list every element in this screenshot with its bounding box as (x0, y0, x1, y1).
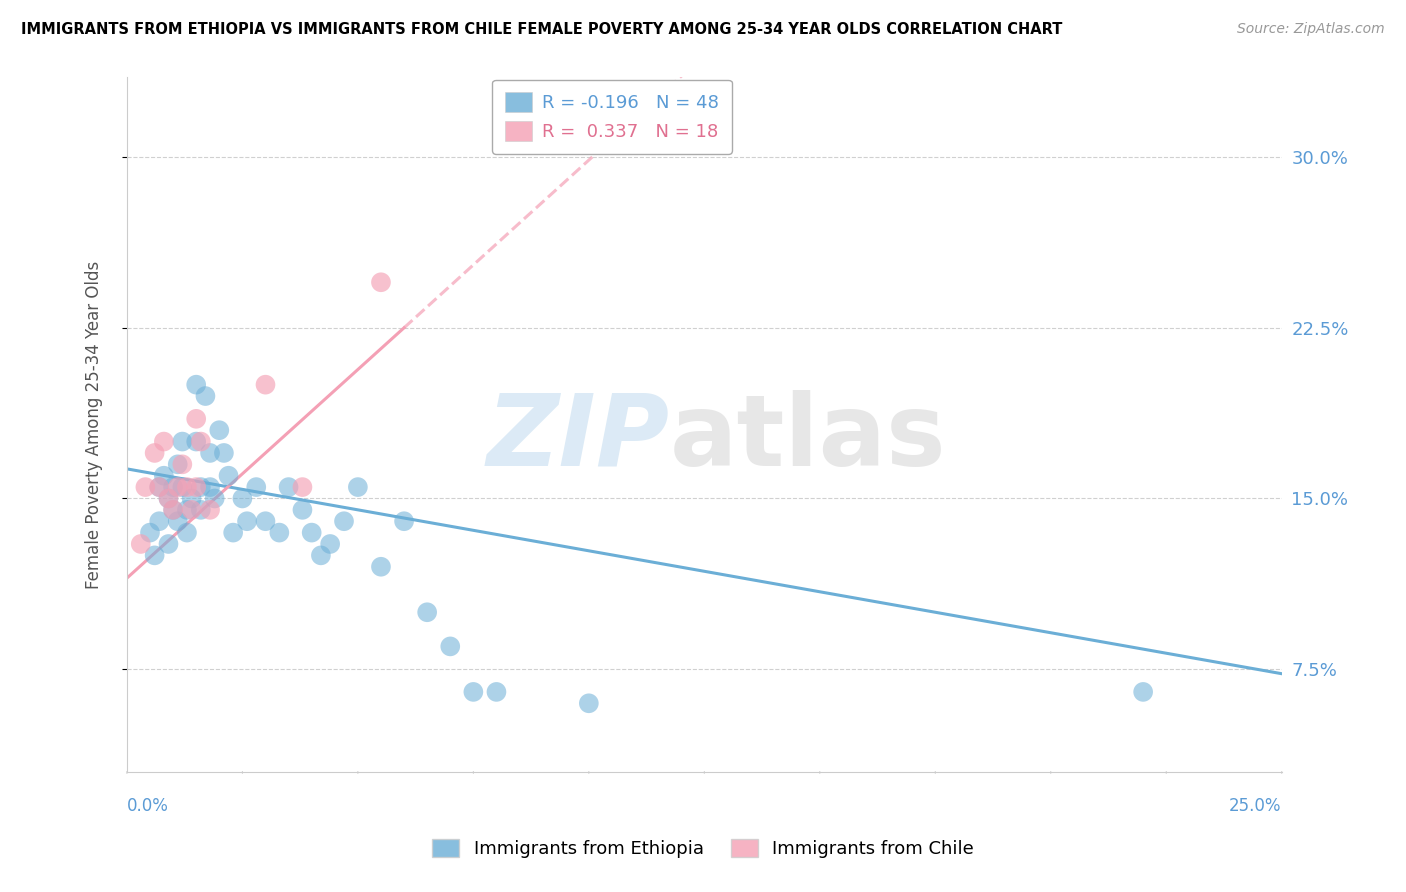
Point (319, 537, 342, 551)
Point (172, 480, 194, 494)
Text: ZIP: ZIP (486, 390, 669, 487)
Point (208, 423, 231, 437)
Point (157, 537, 180, 551)
Point (176, 503, 198, 517)
Point (204, 491, 226, 506)
Point (218, 468, 240, 483)
Point (198, 503, 221, 517)
Point (162, 480, 184, 494)
Point (1132, 685, 1154, 699)
Point (236, 514, 259, 528)
Point (245, 480, 267, 494)
Point (172, 434, 194, 449)
Point (176, 480, 198, 494)
Point (153, 434, 176, 449)
Point (277, 480, 299, 494)
Point (254, 377, 277, 392)
Point (291, 480, 314, 494)
Point (166, 480, 188, 494)
Text: 25.0%: 25.0% (1229, 797, 1282, 814)
Point (148, 480, 170, 494)
Point (578, 696, 600, 710)
Point (166, 514, 188, 528)
Point (231, 491, 253, 506)
Point (333, 514, 356, 528)
Point (129, 537, 152, 551)
Point (291, 503, 314, 517)
Point (186, 434, 208, 449)
Legend: R = -0.196   N = 48, R =  0.337   N = 18: R = -0.196 N = 48, R = 0.337 N = 18 (492, 79, 733, 153)
Point (157, 491, 180, 506)
Point (485, 685, 508, 699)
Point (222, 525, 245, 540)
Point (148, 514, 170, 528)
Point (186, 412, 208, 426)
Point (143, 446, 166, 460)
Point (212, 446, 235, 460)
Point (162, 503, 184, 517)
Point (198, 480, 221, 494)
Text: atlas: atlas (669, 390, 946, 487)
Legend: Immigrants from Ethiopia, Immigrants from Chile: Immigrants from Ethiopia, Immigrants fro… (425, 831, 981, 865)
Point (190, 503, 212, 517)
Point (392, 514, 415, 528)
Point (190, 434, 212, 449)
Point (463, 685, 485, 699)
Point (194, 389, 217, 403)
Point (186, 377, 208, 392)
Point (157, 491, 180, 506)
Text: IMMIGRANTS FROM ETHIOPIA VS IMMIGRANTS FROM CHILE FEMALE POVERTY AMONG 25-34 YEA: IMMIGRANTS FROM ETHIOPIA VS IMMIGRANTS F… (21, 22, 1063, 37)
Point (301, 525, 323, 540)
Point (190, 480, 212, 494)
Point (254, 514, 277, 528)
Point (153, 468, 176, 483)
Text: 0.0%: 0.0% (127, 797, 169, 814)
Point (143, 549, 166, 563)
Point (370, 559, 392, 574)
Point (176, 525, 198, 540)
Point (439, 640, 461, 654)
Point (148, 480, 170, 494)
Point (269, 525, 291, 540)
Text: Source: ZipAtlas.com: Source: ZipAtlas.com (1237, 22, 1385, 37)
Point (172, 458, 194, 472)
Point (166, 458, 188, 472)
Y-axis label: Female Poverty Among 25-34 Year Olds: Female Poverty Among 25-34 Year Olds (86, 260, 103, 589)
Point (180, 503, 202, 517)
Point (198, 446, 221, 460)
Point (347, 480, 370, 494)
Point (309, 549, 332, 563)
Point (162, 503, 184, 517)
Point (134, 480, 156, 494)
Point (180, 491, 202, 506)
Point (370, 275, 392, 289)
Point (139, 525, 162, 540)
Point (186, 480, 208, 494)
Point (416, 605, 439, 619)
